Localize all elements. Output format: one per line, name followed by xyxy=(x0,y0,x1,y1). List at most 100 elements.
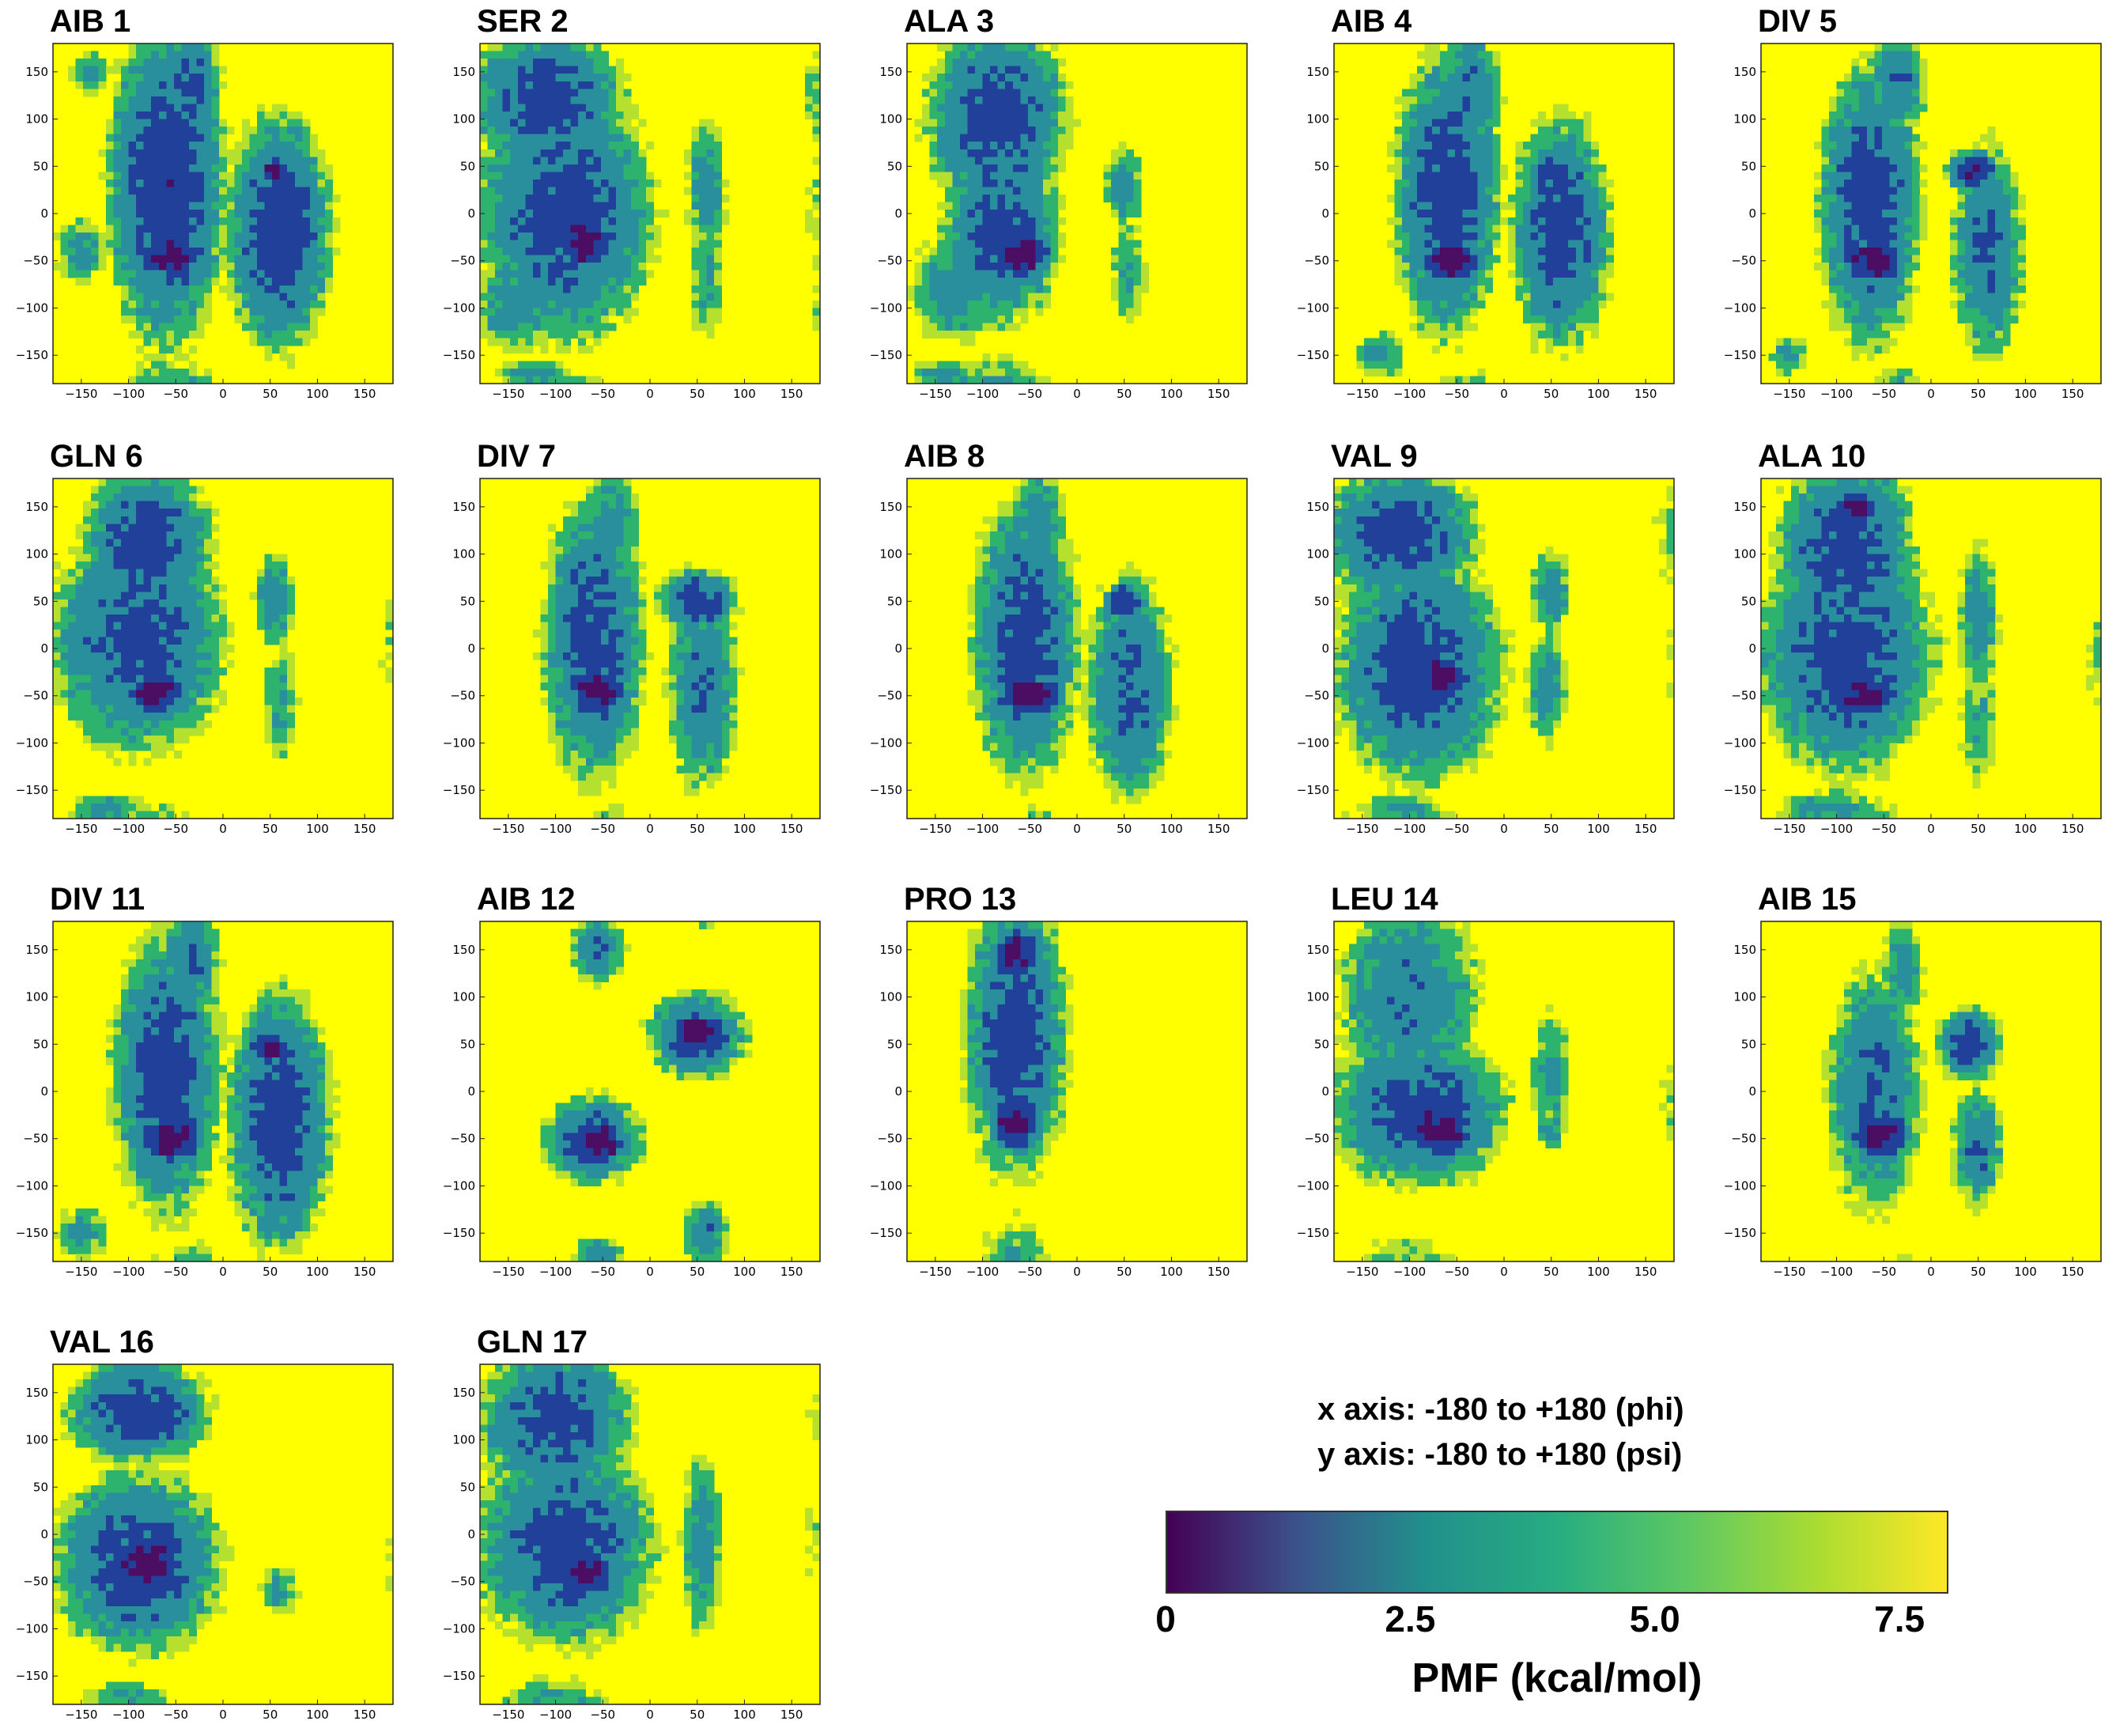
heatmap-cell xyxy=(189,165,197,172)
heatmap-cell xyxy=(174,59,182,66)
heatmap-cell xyxy=(608,104,616,112)
heatmap-cell xyxy=(930,270,938,278)
heatmap-cell xyxy=(525,187,533,195)
heatmap-cell xyxy=(1410,74,1418,81)
heatmap-cell xyxy=(204,286,212,293)
heatmap-cell xyxy=(1852,263,1860,270)
heatmap-cell xyxy=(280,112,288,119)
heatmap-cell xyxy=(151,248,159,255)
heatmap-cell xyxy=(930,112,938,119)
heatmap-cell xyxy=(242,286,250,293)
heatmap-cell xyxy=(1455,89,1463,96)
heatmap-cell xyxy=(136,96,144,104)
heatmap-cell xyxy=(990,89,998,96)
heatmap-cell xyxy=(631,165,639,172)
heatmap-cell xyxy=(1020,59,1028,66)
heatmap-cell xyxy=(1897,104,1905,112)
heatmap-cell xyxy=(1583,225,1591,233)
heatmap-cell xyxy=(563,157,571,165)
heatmap-cell xyxy=(265,331,273,339)
heatmap-cell xyxy=(503,301,511,308)
heatmap-cell xyxy=(930,74,938,81)
heatmap-cell xyxy=(540,172,548,180)
heatmap-cell xyxy=(189,59,197,66)
heatmap-cell xyxy=(1889,308,1897,316)
heatmap-cell xyxy=(1394,187,1402,195)
heatmap-cell xyxy=(1837,225,1845,233)
heatmap-cell xyxy=(805,187,813,195)
y-tick-label: 100 xyxy=(879,112,902,127)
heatmap-cell xyxy=(707,278,715,286)
heatmap-cell xyxy=(174,96,182,104)
heatmap-cell xyxy=(189,301,197,308)
heatmap-cell xyxy=(990,301,998,308)
heatmap-cell xyxy=(624,104,632,112)
heatmap-cell xyxy=(692,134,700,142)
heatmap-cell xyxy=(578,96,586,104)
heatmap-cell xyxy=(129,112,137,119)
heatmap-cell xyxy=(1591,180,1599,187)
heatmap-cell xyxy=(1447,263,1455,270)
y-tick-label: −100 xyxy=(870,301,902,315)
heatmap-cell xyxy=(945,331,953,339)
heatmap-cell xyxy=(937,59,945,66)
heatmap-cell xyxy=(1995,233,2003,240)
heatmap-cell xyxy=(1965,217,1973,225)
heatmap-cell xyxy=(960,43,968,51)
heatmap-cell xyxy=(915,376,923,384)
heatmap-cell xyxy=(1470,149,1478,157)
heatmap-cell xyxy=(1028,157,1036,165)
heatmap-cell xyxy=(692,255,700,263)
heatmap-cell xyxy=(998,286,1006,293)
heatmap-cell xyxy=(1462,308,1470,316)
heatmap-cell xyxy=(1508,195,1516,202)
heatmap-cell xyxy=(1440,225,1448,233)
heatmap-cell xyxy=(960,180,968,187)
heatmap-cell xyxy=(136,248,144,255)
heatmap-cell xyxy=(1897,81,1905,89)
heatmap-cell xyxy=(1867,308,1875,316)
heatmap-cell xyxy=(144,286,152,293)
heatmap-cell xyxy=(1043,89,1051,96)
heatmap-cell xyxy=(1417,51,1425,59)
heatmap-cell xyxy=(646,210,654,217)
heatmap-cell xyxy=(616,278,624,286)
heatmap-cell xyxy=(510,134,518,142)
heatmap-cell xyxy=(91,516,99,524)
heatmap-cell xyxy=(1417,134,1425,142)
heatmap-cell xyxy=(922,255,930,263)
heatmap-cell xyxy=(571,134,579,142)
heatmap-cell xyxy=(272,255,280,263)
heatmap-cell xyxy=(593,233,601,240)
heatmap-cell xyxy=(510,323,518,331)
heatmap-cell xyxy=(1995,187,2003,195)
heatmap-cell xyxy=(548,225,556,233)
heatmap-cell xyxy=(1478,187,1486,195)
heatmap-cell xyxy=(1598,202,1606,210)
heatmap-cell xyxy=(106,547,114,554)
heatmap-cell xyxy=(922,331,930,339)
heatmap-cell xyxy=(1882,286,1890,293)
heatmap-cell xyxy=(952,369,960,376)
heatmap-cell xyxy=(272,172,280,180)
heatmap-cell xyxy=(257,240,265,248)
heatmap-cell xyxy=(1508,225,1516,233)
y-tick-label: −100 xyxy=(1297,301,1329,315)
heatmap-cell xyxy=(1837,286,1845,293)
heatmap-cell xyxy=(2010,308,2018,316)
heatmap-cell xyxy=(1874,278,1882,286)
heatmap-cell xyxy=(265,255,273,263)
heatmap-cell xyxy=(1882,316,1890,323)
heatmap-cell xyxy=(1882,81,1890,89)
heatmap-cell xyxy=(280,157,288,165)
heatmap-cell xyxy=(1462,278,1470,286)
heatmap-cell xyxy=(121,66,129,74)
heatmap-cell xyxy=(295,217,303,225)
heatmap-cell xyxy=(480,255,488,263)
heatmap-cell xyxy=(1493,233,1501,240)
heatmap-cell xyxy=(975,255,983,263)
heatmap-cell xyxy=(1980,157,1988,165)
heatmap-cell xyxy=(189,119,197,127)
heatmap-cell xyxy=(1500,172,1508,180)
heatmap-cell xyxy=(998,323,1006,331)
